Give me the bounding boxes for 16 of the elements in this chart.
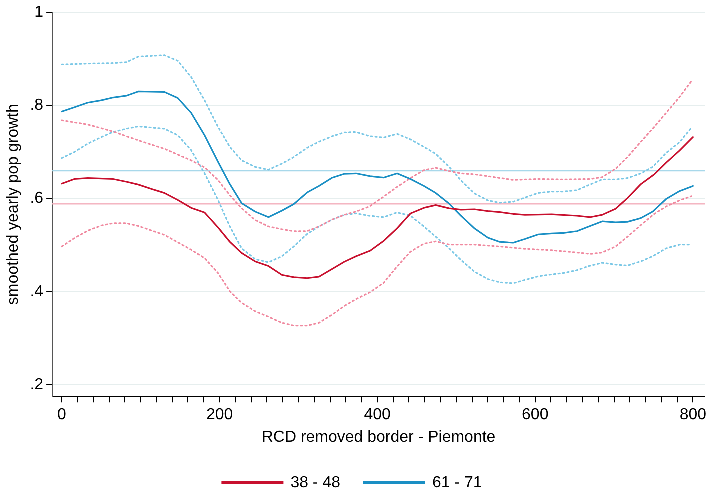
y-tick-label: .4 — [30, 283, 44, 300]
y-tick-label: 1 — [34, 4, 44, 22]
line-series — [61, 54, 692, 204]
y-axis-title: smoothed yearly pop growth — [5, 104, 22, 306]
y-tick-label: .2 — [30, 376, 44, 394]
line-series — [61, 196, 692, 327]
x-tick-label: 200 — [206, 406, 234, 424]
x-tick-label: 400 — [364, 406, 392, 424]
legend-label: 38 - 48 — [290, 474, 341, 492]
y-tick-label: .6 — [30, 190, 44, 208]
legend-label: 61 - 71 — [432, 474, 482, 492]
x-axis-title: RCD removed border - Piemonte — [262, 428, 496, 446]
x-tick-label: 800 — [680, 406, 707, 424]
y-tick-label: .8 — [30, 97, 44, 114]
x-tick-label: 600 — [522, 406, 549, 424]
x-tick-label: 0 — [58, 406, 67, 424]
